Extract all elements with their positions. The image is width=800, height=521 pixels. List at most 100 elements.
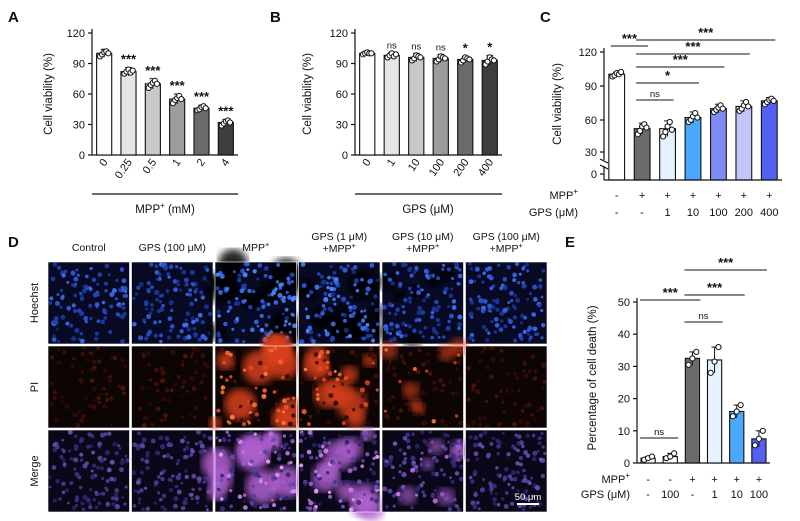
micrograph-nucleus (159, 471, 164, 476)
A-significance: *** (170, 78, 186, 93)
micrograph-nucleus (332, 297, 336, 302)
micrograph-nucleus (179, 395, 184, 399)
micrograph-nucleus (246, 431, 250, 436)
micrograph-nucleus (489, 491, 494, 495)
micrograph-nucleus (114, 504, 120, 510)
micrograph-nucleus (240, 418, 244, 422)
micrograph-cell (201, 429, 303, 513)
micrograph-nucleus (109, 304, 114, 309)
micrograph-nucleus (383, 462, 389, 468)
micrograph-nucleus (375, 322, 380, 326)
micrograph-nucleus (318, 453, 324, 458)
micrograph-nucleus (273, 300, 279, 305)
micrograph-cell-border (214, 429, 297, 513)
micrograph-nucleus (444, 291, 448, 295)
micrograph-nucleus (229, 375, 233, 379)
A-data-point (226, 119, 234, 126)
micrograph-nucleus (468, 475, 473, 480)
micrograph-nucleus (499, 286, 504, 291)
micrograph-nucleus (488, 481, 493, 486)
micrograph-nucleus (270, 498, 275, 502)
micrograph-nucleus (420, 451, 424, 455)
micrograph-nucleus (307, 506, 313, 511)
micrograph-nucleus (425, 269, 430, 274)
micrograph-nucleus (89, 367, 94, 372)
micrograph-nucleus (473, 435, 479, 441)
micrograph-nucleus (457, 322, 463, 328)
micrograph-nucleus (218, 289, 223, 295)
micrograph-nucleus (409, 273, 414, 278)
micrograph-nucleus (426, 360, 431, 365)
micrograph-nucleus (141, 422, 147, 428)
micrograph-nucleus (111, 501, 116, 507)
micrograph-nucleus (206, 365, 210, 369)
micrograph-nucleus (48, 475, 52, 479)
micrograph-nucleus (450, 479, 455, 485)
micrograph-nucleus (316, 473, 322, 478)
micrograph-nucleus (422, 298, 426, 303)
A-bar (96, 52, 113, 156)
micrograph-nucleus (88, 487, 93, 492)
micrograph-nucleus (251, 289, 256, 294)
micrograph-nucleus (491, 483, 497, 489)
micrograph-nucleus (480, 444, 485, 449)
micrograph-nucleus (311, 442, 317, 448)
micrograph-nucleus (73, 276, 79, 282)
micrograph-nucleus (353, 278, 360, 284)
micrograph-nucleus (329, 308, 334, 313)
micrograph-nucleus (381, 304, 387, 310)
micrograph-nucleus (338, 468, 343, 473)
micrograph-nucleus (194, 298, 198, 302)
chart-c-mpp-value: + (639, 190, 645, 202)
micrograph-nucleus (124, 485, 128, 489)
micrograph-nucleus (132, 442, 138, 448)
E-data-point (759, 427, 766, 434)
micrograph-nucleus (132, 296, 136, 301)
micrograph-nucleus (118, 304, 122, 309)
micrograph-cell-border (131, 261, 214, 345)
micrograph-nucleus (543, 451, 547, 456)
micrograph-nucleus (352, 466, 358, 472)
micrograph-nucleus (515, 298, 521, 303)
micrograph-nucleus (479, 487, 486, 493)
micrograph-nucleus (70, 336, 77, 342)
micrograph-nucleus (428, 448, 433, 453)
micrograph-nucleus (489, 487, 494, 492)
micrograph-nucleus (155, 450, 161, 456)
micrograph-nucleus (285, 393, 290, 399)
micrograph-nucleus (500, 497, 505, 501)
micrograph-nucleus (229, 489, 233, 493)
micrograph-nucleus (113, 492, 119, 497)
micrograph-nucleus (77, 337, 81, 341)
micrograph-nucleus (405, 401, 410, 406)
micrograph-column-label: MPP+ (242, 240, 269, 254)
micrograph-nucleus (51, 337, 57, 343)
micrograph-nucleus (139, 385, 145, 391)
micrograph-nucleus (185, 389, 189, 393)
micrograph-nucleus (425, 352, 430, 357)
micrograph-nucleus (216, 333, 222, 338)
micrograph-nucleus (96, 282, 100, 286)
micrograph-nucleus (259, 313, 264, 319)
micrograph-nucleus (363, 402, 369, 408)
micrograph-nucleus (455, 504, 460, 509)
micrograph-nucleus (482, 298, 488, 304)
micrograph-nucleus (477, 358, 483, 364)
micrograph-nucleus (342, 312, 348, 318)
micrograph-nucleus (386, 331, 389, 334)
micrograph-nucleus (475, 500, 480, 505)
B-ytick-label: 120 (330, 28, 348, 40)
micrograph-nucleus (494, 394, 499, 399)
micrograph-nucleus (76, 273, 80, 277)
micrograph-nucleus (292, 488, 297, 494)
micrograph-nucleus (327, 371, 333, 376)
micrograph-nucleus (53, 417, 59, 423)
micrograph-cell-border (47, 345, 130, 429)
micrograph-nucleus (186, 326, 192, 332)
micrograph-nucleus (79, 331, 84, 336)
micrograph-nucleus (94, 505, 99, 510)
micrograph-nucleus (69, 323, 74, 328)
micrograph-nucleus (518, 418, 524, 424)
micrograph-nucleus (506, 264, 512, 270)
micrograph-nucleus (335, 329, 340, 334)
